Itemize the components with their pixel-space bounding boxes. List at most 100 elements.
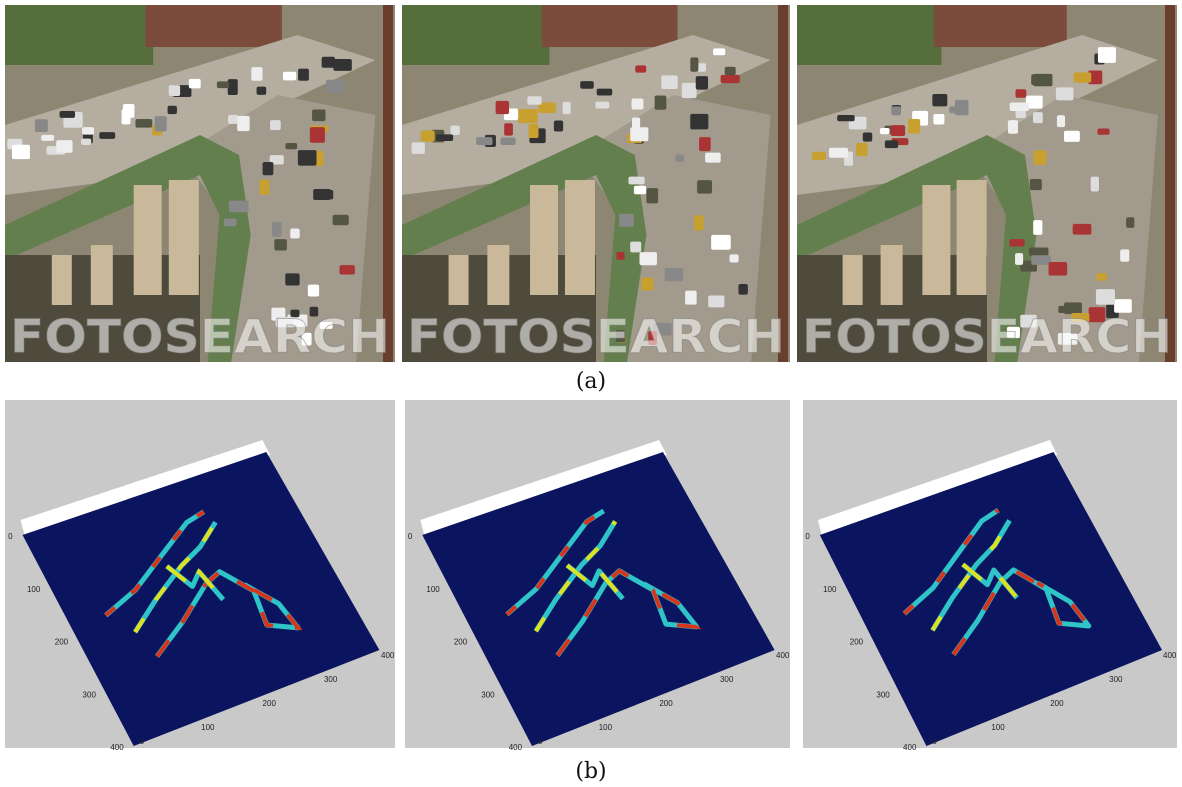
building — [145, 5, 282, 47]
building — [542, 5, 678, 47]
y-tick-label: 400 — [509, 743, 523, 752]
car — [1015, 89, 1026, 97]
car — [298, 150, 317, 165]
car — [123, 104, 135, 118]
x-tick-label: 300 — [1109, 675, 1123, 684]
x-tick-label: 0 — [932, 737, 937, 746]
plot-panel: 00100100200200300300400400 — [405, 400, 790, 752]
y-tick-label: 200 — [55, 638, 69, 647]
car — [35, 119, 48, 132]
car — [933, 114, 944, 124]
car — [1056, 87, 1074, 100]
car — [501, 138, 516, 145]
car — [812, 152, 826, 160]
trees — [402, 5, 549, 65]
watermark: FOTOSEARCH — [10, 310, 390, 364]
pillar — [52, 255, 72, 305]
x-tick-label: 400 — [1163, 651, 1177, 660]
pillar — [91, 245, 113, 305]
x-tick-label: 400 — [381, 651, 395, 660]
y-tick-label: 100 — [823, 585, 837, 594]
car — [228, 115, 238, 124]
car — [1033, 112, 1043, 123]
car — [630, 127, 648, 141]
car — [41, 135, 54, 141]
car — [1049, 262, 1068, 275]
car — [1073, 224, 1092, 235]
photo: FOTOSEARCH — [5, 5, 395, 364]
car — [272, 222, 281, 237]
y-tick-label: 400 — [903, 743, 917, 752]
car — [665, 268, 683, 281]
car — [619, 214, 634, 227]
car — [412, 142, 425, 153]
car — [554, 120, 563, 131]
car — [322, 57, 335, 68]
x-tick-label: 100 — [201, 723, 215, 732]
car — [885, 140, 898, 148]
car — [1096, 289, 1115, 305]
pillar — [169, 180, 199, 295]
car — [257, 87, 267, 95]
pillar — [922, 185, 950, 295]
car — [863, 132, 872, 141]
pillar — [881, 245, 903, 305]
car — [1096, 273, 1107, 280]
y-tick-label: 400 — [110, 743, 124, 752]
car — [632, 99, 644, 110]
car — [685, 291, 697, 305]
car — [616, 252, 624, 260]
car — [856, 143, 868, 156]
car — [690, 114, 708, 130]
car — [634, 186, 646, 195]
car — [1120, 249, 1129, 261]
car — [1029, 247, 1049, 255]
photo: FOTOSEARCH — [797, 5, 1177, 364]
car — [655, 95, 667, 109]
car — [476, 137, 492, 145]
y-tick-label: 0 — [408, 532, 413, 541]
y-tick-label: 300 — [83, 690, 97, 699]
y-tick-label: 300 — [481, 690, 495, 699]
car — [155, 116, 167, 131]
car — [829, 148, 848, 158]
car — [1057, 115, 1065, 127]
car — [504, 123, 513, 135]
y-tick-label: 200 — [850, 638, 864, 647]
car — [699, 137, 711, 151]
car — [56, 140, 72, 153]
car — [721, 75, 740, 83]
car — [310, 127, 325, 143]
y-tick-label: 300 — [876, 690, 890, 699]
car — [597, 89, 613, 96]
car — [628, 177, 644, 185]
car — [496, 101, 509, 114]
pillar — [565, 180, 595, 295]
car — [708, 295, 724, 307]
car — [891, 125, 906, 136]
car — [274, 239, 287, 250]
car — [421, 130, 435, 141]
car — [641, 277, 653, 290]
y-tick-label: 100 — [426, 585, 440, 594]
car — [1033, 220, 1042, 235]
car — [697, 180, 712, 194]
car — [595, 102, 609, 109]
car — [527, 96, 541, 104]
car — [891, 106, 901, 115]
car — [1033, 150, 1046, 165]
car — [99, 132, 115, 139]
car — [308, 285, 319, 297]
car — [228, 79, 238, 95]
x-tick-label: 300 — [324, 675, 338, 684]
y-tick-label: 100 — [27, 585, 41, 594]
trees — [797, 5, 941, 65]
car — [60, 111, 75, 118]
caption-b: (b) — [575, 759, 606, 784]
car — [837, 115, 854, 121]
car — [738, 284, 747, 295]
pillar — [530, 185, 558, 295]
photo: FOTOSEARCH — [402, 5, 790, 364]
x-tick-label: 200 — [1050, 699, 1064, 708]
car — [285, 273, 299, 285]
